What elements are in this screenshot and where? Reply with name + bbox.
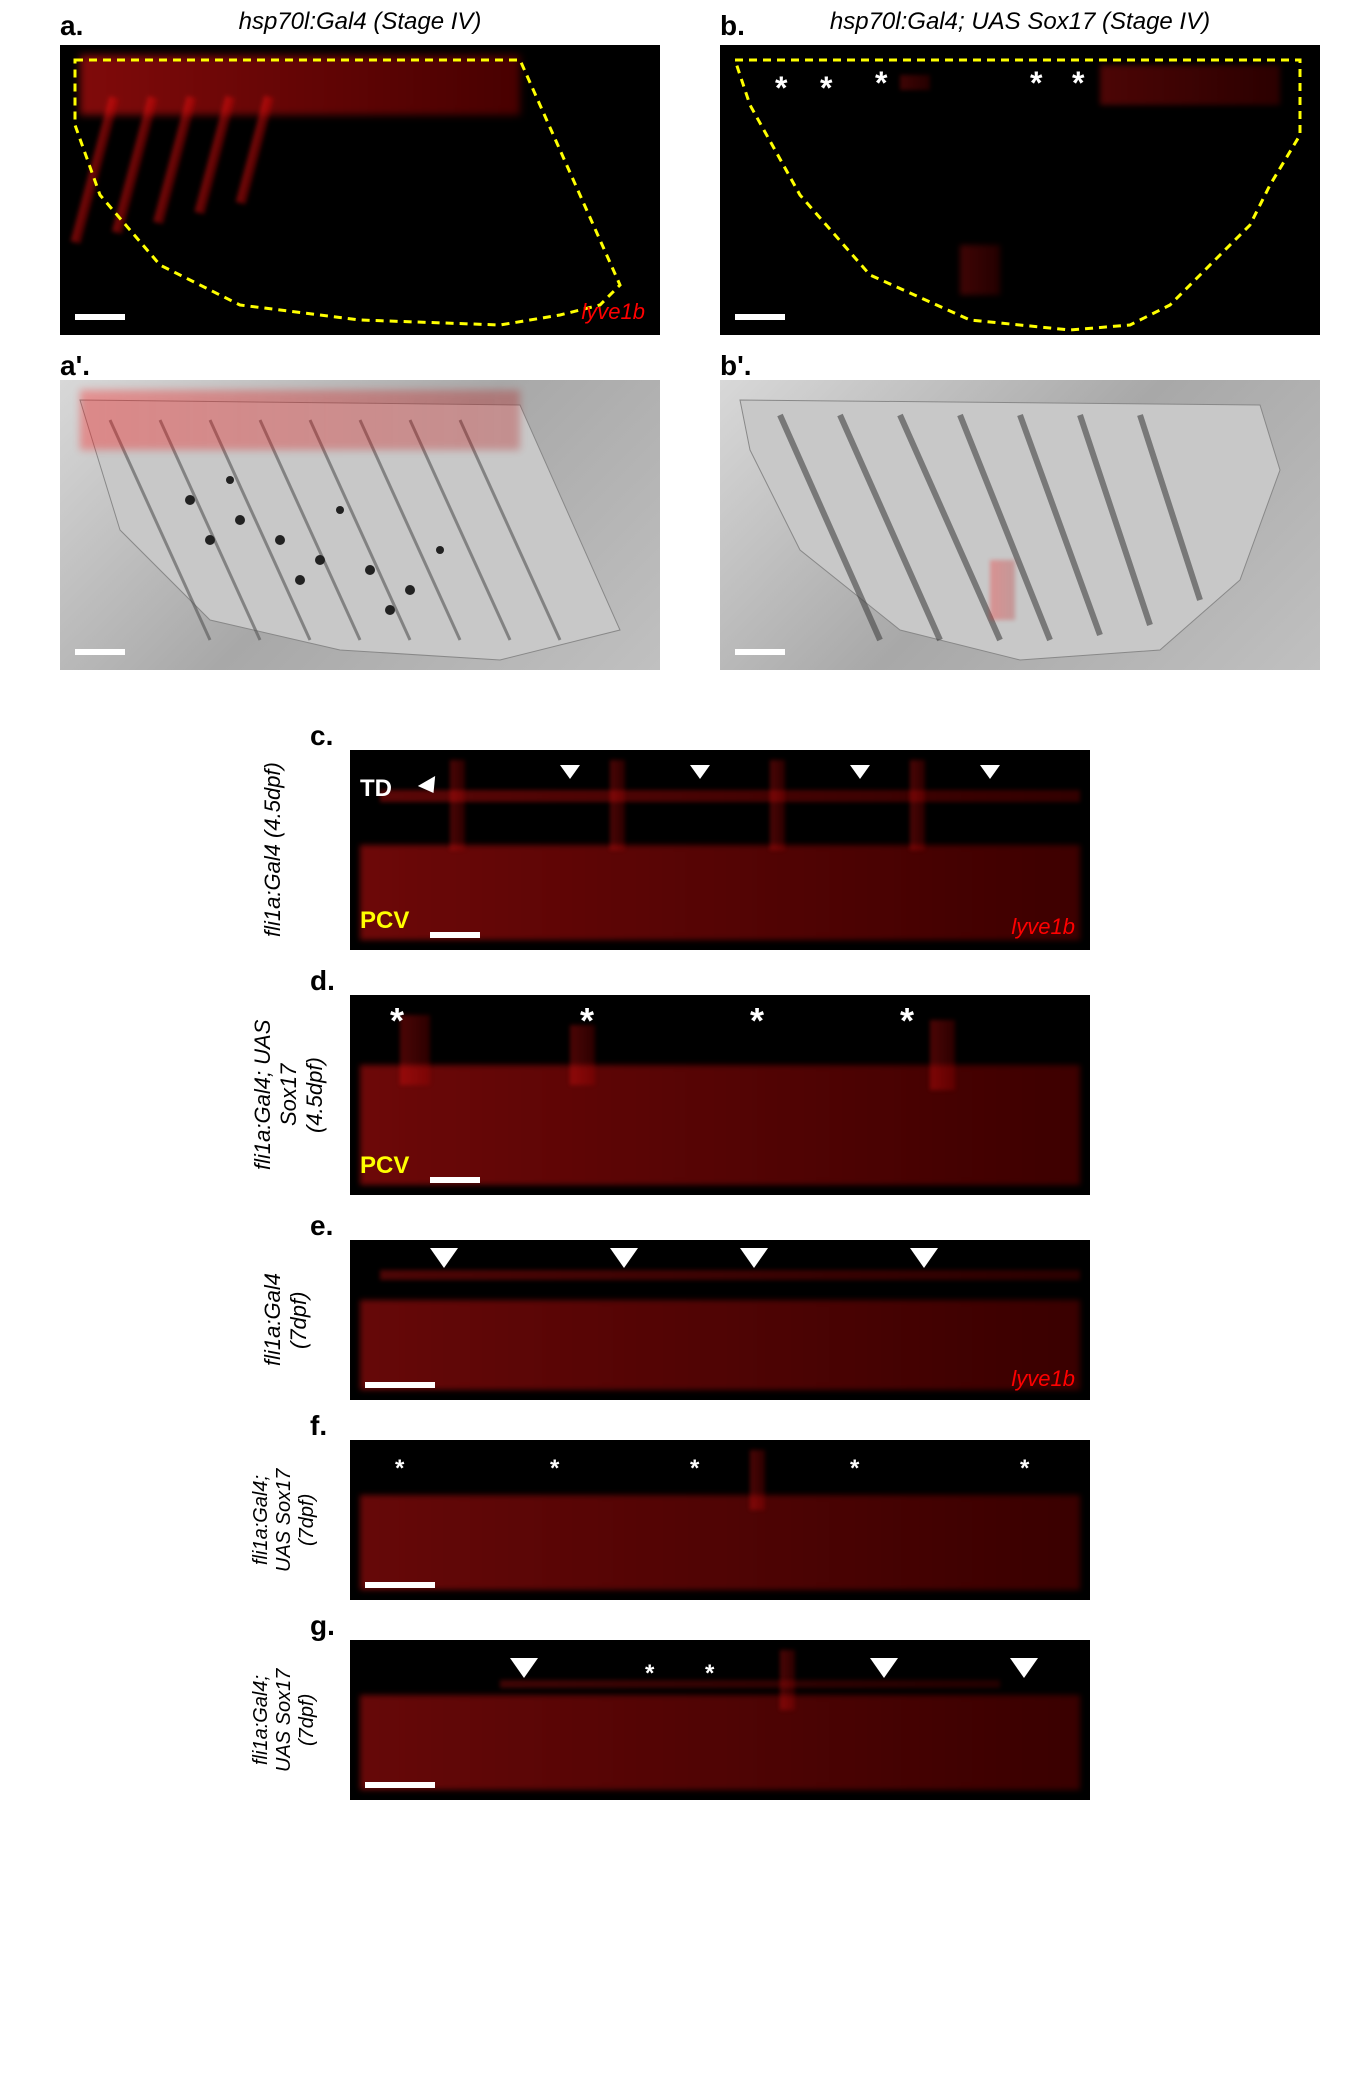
panel-g-arrowhead	[510, 1658, 538, 1678]
panel-f: * * * * *	[350, 1440, 1090, 1600]
panel-g-pcv	[360, 1695, 1080, 1790]
panel-b-label: b.	[720, 10, 745, 42]
panel-f-asterisk: *	[395, 1455, 404, 1483]
panel-e: lyve1b	[350, 1240, 1090, 1400]
panel-e-label: e.	[310, 1210, 333, 1242]
panel-b: * * * * *	[720, 45, 1320, 335]
panel-c-scalebar-vis	[430, 932, 480, 938]
panel-a-prime-scalebar	[75, 649, 125, 655]
panel-c: TD PCV lyve1b	[350, 750, 1090, 950]
panel-e-arrowhead	[610, 1248, 638, 1268]
panel-e-arrowhead	[430, 1248, 458, 1268]
panel-c-td-label: TD	[360, 775, 392, 803]
panel-c-arrowhead	[418, 776, 442, 798]
panel-e-arrowhead	[910, 1248, 938, 1268]
panel-e-arrowhead	[740, 1248, 768, 1268]
panel-f-asterisk: *	[850, 1455, 859, 1483]
panel-c-arrowhead	[690, 765, 710, 779]
panel-b-prime	[720, 380, 1320, 670]
panel-g-side-label: fli1a:Gal4; UAS Sox17 (7dpf)	[250, 1640, 319, 1800]
panel-e-side-label: fli1a:Gal4 (7dpf)	[260, 1240, 312, 1400]
panel-g: * *	[350, 1640, 1090, 1800]
panel-f-label: f.	[310, 1410, 327, 1442]
panel-b-prime-label: b'.	[720, 350, 752, 382]
panel-g-arrowhead	[870, 1658, 898, 1678]
panel-d-pcv-label: PCV	[360, 1152, 409, 1180]
panel-c-side-label: fli1a:Gal4 (4.5dpf)	[260, 750, 286, 950]
panel-g-asterisk: *	[645, 1660, 654, 1688]
panel-g-arrowhead	[1010, 1658, 1038, 1678]
panel-e-marker: lyve1b	[1011, 1366, 1075, 1392]
panel-f-side-label: fli1a:Gal4; UAS Sox17 (7dpf)	[250, 1440, 319, 1600]
panel-e-scalebar	[365, 1382, 435, 1388]
panel-a-title: hsp70l:Gal4 (Stage IV)	[60, 8, 660, 36]
panel-g-scalebar	[365, 1782, 435, 1788]
panel-a: lyve1b	[60, 45, 660, 335]
panel-d-asterisk: *	[900, 1000, 914, 1042]
panel-d-pcv	[360, 1065, 1080, 1185]
panel-a-prime-label: a'.	[60, 350, 90, 382]
panel-c-vessel	[770, 760, 785, 850]
panel-c-arrowhead	[980, 765, 1000, 779]
panel-c-td	[380, 790, 1080, 802]
panel-c-vessel	[610, 760, 625, 850]
panel-b-scalebar	[735, 314, 785, 320]
panel-b-prime-fin	[720, 380, 1320, 670]
panel-d-asterisk: *	[750, 1000, 764, 1042]
panel-c-pcv-label: PCV	[360, 907, 409, 935]
panel-b-prime-scalebar	[735, 649, 785, 655]
panel-f-scalebar	[365, 1582, 435, 1588]
panel-b-outline-svg	[720, 45, 1320, 335]
panel-c-vessel	[910, 760, 925, 850]
panel-d: * * * * PCV	[350, 995, 1090, 1195]
panel-c-vessel	[450, 760, 465, 850]
panel-d-asterisk: *	[390, 1000, 404, 1042]
panel-a-label: a.	[60, 10, 83, 42]
panel-d-scalebar	[430, 1177, 480, 1183]
panel-a-scalebar	[75, 314, 125, 320]
panel-c-label: c.	[310, 720, 333, 752]
panel-e-td	[380, 1270, 1080, 1280]
panel-f-asterisk: *	[550, 1455, 559, 1483]
panel-g-asterisk: *	[705, 1660, 714, 1688]
panel-g-td	[500, 1680, 1000, 1688]
panel-b-title: hsp70l:Gal4; UAS Sox17 (Stage IV)	[720, 8, 1320, 36]
panel-a-marker: lyve1b	[581, 299, 645, 325]
panel-a-outline-svg	[60, 45, 660, 335]
panel-f-asterisk: *	[690, 1455, 699, 1483]
panel-c-pcv	[360, 845, 1080, 940]
panel-f-asterisk: *	[1020, 1455, 1029, 1483]
panel-f-vessel	[750, 1450, 765, 1510]
panel-a-prime-fin	[60, 380, 660, 670]
panel-d-side-label: fli1a:Gal4; UAS Sox17 (4.5dpf)	[250, 995, 328, 1195]
panel-d-label: d.	[310, 965, 335, 997]
panel-g-vessel	[780, 1650, 795, 1710]
panel-d-vessel	[930, 1020, 955, 1090]
panel-a-prime	[60, 380, 660, 670]
panel-d-asterisk: *	[580, 1000, 594, 1042]
panel-c-arrowhead	[850, 765, 870, 779]
panel-d-vessel	[400, 1015, 430, 1085]
panel-g-label: g.	[310, 1610, 335, 1642]
panel-c-arrowhead	[560, 765, 580, 779]
panel-e-pcv	[360, 1300, 1080, 1390]
panel-c-marker: lyve1b	[1011, 914, 1075, 940]
figure-container: hsp70l:Gal4 (Stage IV) a. lyve1b hsp70l:…	[0, 0, 1372, 2100]
panel-f-pcv	[360, 1495, 1080, 1590]
